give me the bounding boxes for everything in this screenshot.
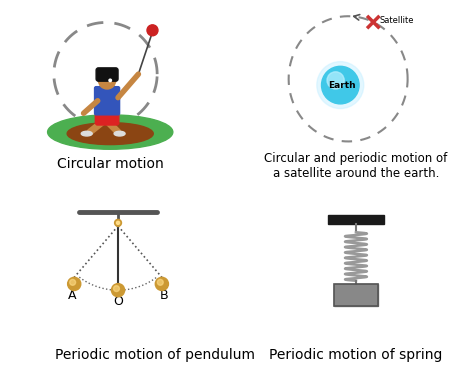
Ellipse shape [67, 123, 153, 145]
Circle shape [70, 279, 75, 285]
FancyBboxPatch shape [94, 87, 119, 115]
Circle shape [113, 286, 119, 292]
FancyBboxPatch shape [96, 68, 118, 81]
Ellipse shape [114, 131, 125, 136]
Circle shape [155, 277, 168, 290]
Text: Periodic motion of spring: Periodic motion of spring [269, 348, 443, 362]
FancyBboxPatch shape [95, 109, 119, 125]
Text: Earth: Earth [328, 80, 356, 90]
Ellipse shape [47, 115, 173, 149]
FancyBboxPatch shape [334, 284, 378, 306]
Circle shape [327, 72, 344, 89]
Circle shape [321, 66, 359, 104]
Circle shape [157, 279, 163, 285]
Ellipse shape [81, 131, 92, 136]
Circle shape [109, 79, 111, 82]
Text: Satellite: Satellite [380, 16, 414, 25]
Text: B: B [160, 289, 169, 302]
Text: A: A [68, 289, 76, 302]
Text: O: O [113, 295, 123, 308]
Circle shape [147, 25, 158, 36]
Circle shape [115, 220, 121, 226]
Circle shape [68, 277, 81, 290]
Circle shape [111, 284, 125, 297]
Circle shape [99, 72, 116, 89]
Text: Periodic motion of pendulum: Periodic motion of pendulum [55, 348, 255, 362]
Circle shape [117, 221, 119, 224]
Text: Circular and periodic motion of
a satellite around the earth.: Circular and periodic motion of a satell… [264, 152, 447, 180]
FancyBboxPatch shape [328, 215, 384, 224]
Text: Circular motion: Circular motion [57, 157, 164, 171]
Circle shape [317, 62, 364, 108]
